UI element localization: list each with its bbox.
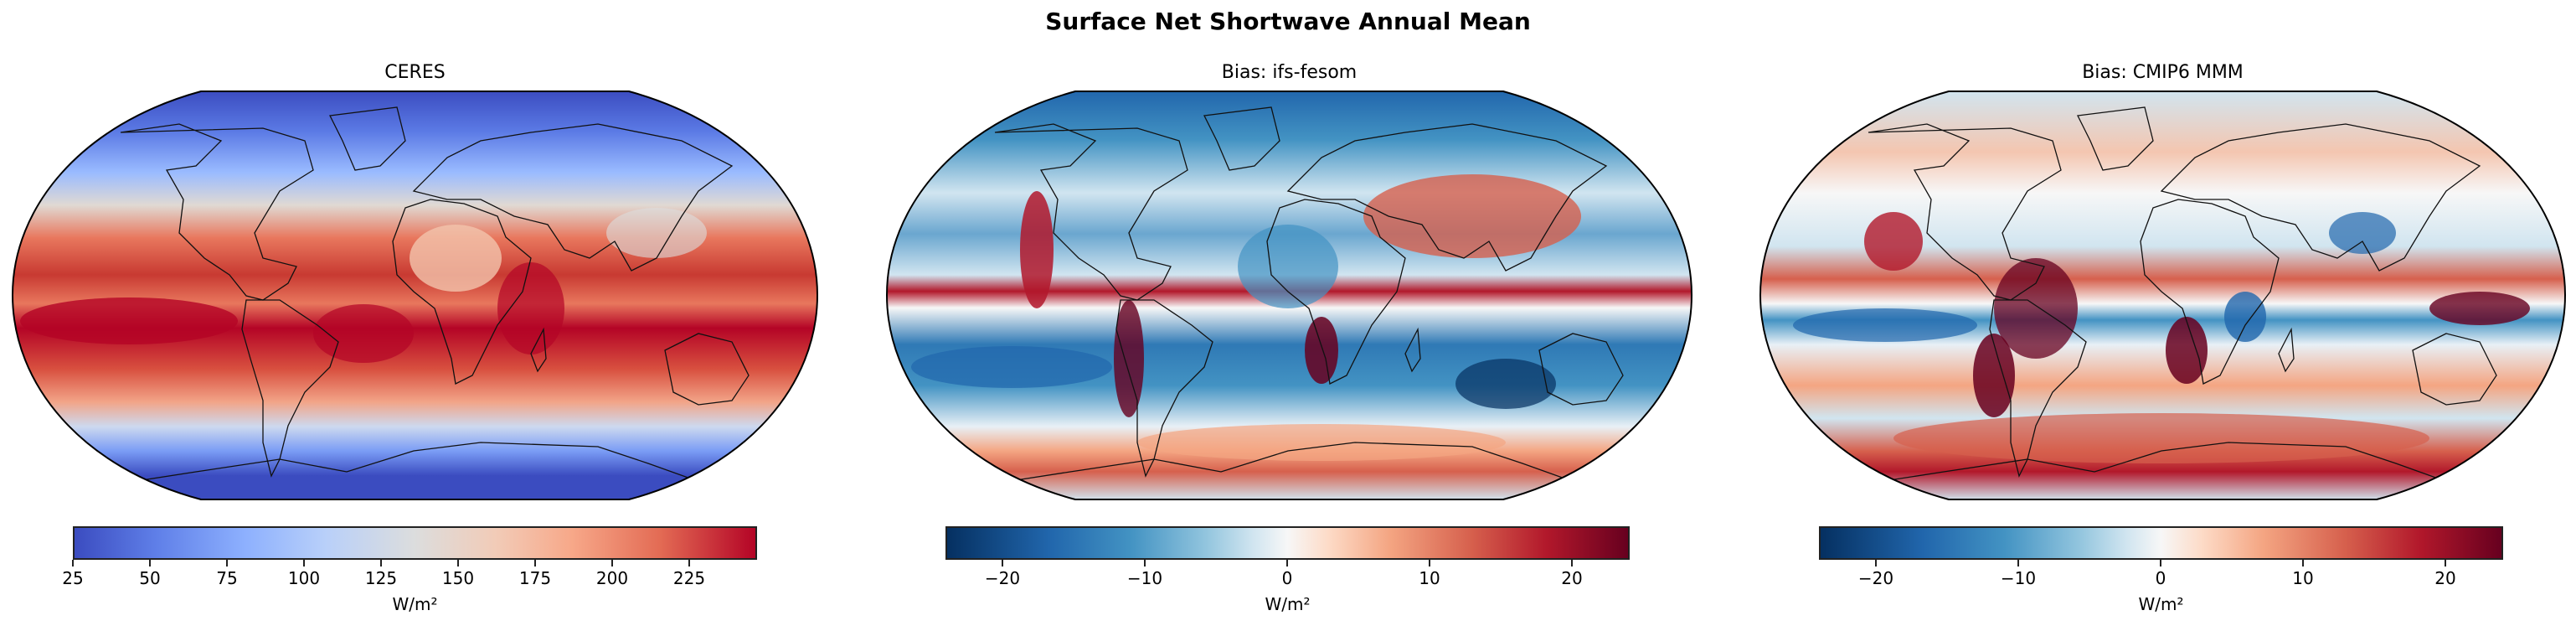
figure-title: Surface Net Shortwave Annual Mean [1045,8,1531,35]
colorbar-ticks-cmip6-mmm: −20 −10 0 10 20 [1819,560,2503,593]
colorbar-ifs-fesom [945,526,1630,560]
colorbar-cmip6-mmm [1819,526,2503,560]
colorbar-label-cmip6-mmm: W/m² [2138,594,2184,614]
panel-title-ceres: CERES [384,62,446,83]
map-ceres [12,91,818,500]
colorbar-ticks-ifs-fesom: −20 −10 0 10 20 [945,560,1630,593]
panel-title-cmip6-mmm: Bias: CMIP6 MMM [2082,62,2244,83]
map-bias-ifs-fesom [886,91,1692,500]
map-bias-cmip6-mmm [1759,91,2566,500]
colorbar-label-ifs-fesom: W/m² [1265,594,1311,614]
panel-title-ifs-fesom: Bias: ifs-fesom [1221,62,1358,83]
colorbar-ticks-ceres: 25 50 75 100 125 150 175 200 225 [62,560,757,593]
colorbar-ceres [73,526,757,560]
colorbar-label-ceres: W/m² [392,594,438,614]
